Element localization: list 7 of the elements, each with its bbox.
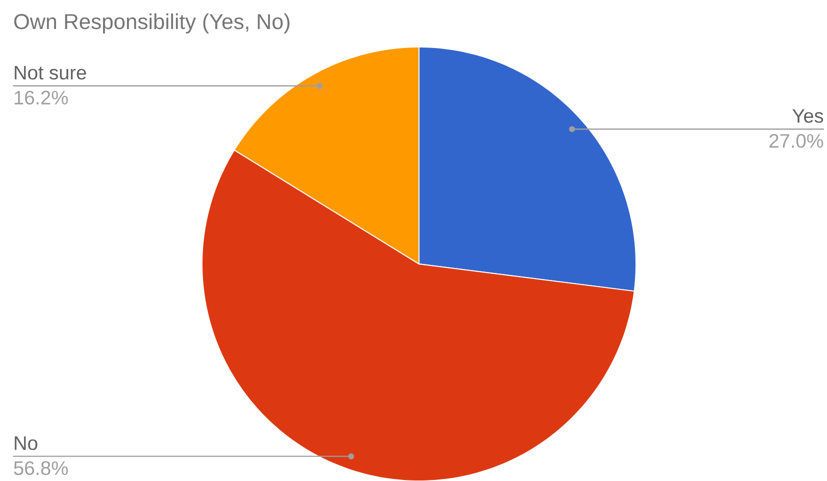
data-label: 56.8% [14, 461, 68, 476]
slice-label: Not sure [14, 66, 86, 80]
data-label: 27.0% [769, 134, 824, 148]
chart-title: Own Responsibility (Yes, No) [14, 13, 290, 34]
slice-label: Yes [792, 109, 824, 123]
slice-label: No [14, 436, 38, 450]
data-label: 16.2% [14, 90, 68, 105]
